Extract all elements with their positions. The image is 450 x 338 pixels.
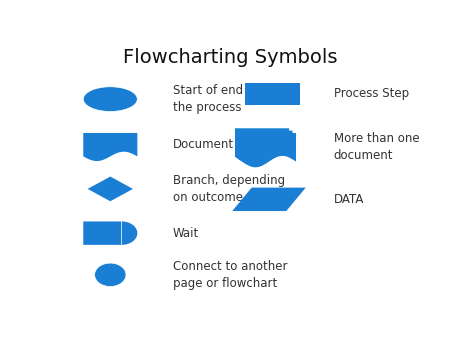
Text: Document: Document bbox=[173, 138, 234, 151]
Text: Branch, depending
on outcome: Branch, depending on outcome bbox=[173, 174, 285, 204]
Text: Wait: Wait bbox=[173, 227, 199, 240]
Text: Process Step: Process Step bbox=[333, 88, 409, 100]
Polygon shape bbox=[235, 128, 289, 163]
Text: More than one
document: More than one document bbox=[333, 132, 419, 162]
Text: Flowcharting Symbols: Flowcharting Symbols bbox=[123, 48, 338, 67]
Text: Connect to another
page or flowchart: Connect to another page or flowchart bbox=[173, 260, 288, 290]
Text: Start of end point of
the process: Start of end point of the process bbox=[173, 84, 292, 114]
Polygon shape bbox=[83, 133, 137, 161]
Ellipse shape bbox=[94, 263, 126, 287]
Polygon shape bbox=[242, 133, 296, 167]
Polygon shape bbox=[83, 221, 137, 245]
Polygon shape bbox=[232, 188, 306, 211]
Text: DATA: DATA bbox=[333, 193, 364, 206]
Ellipse shape bbox=[83, 87, 137, 112]
Bar bbox=[245, 83, 300, 105]
Polygon shape bbox=[88, 176, 133, 201]
Polygon shape bbox=[238, 130, 292, 165]
